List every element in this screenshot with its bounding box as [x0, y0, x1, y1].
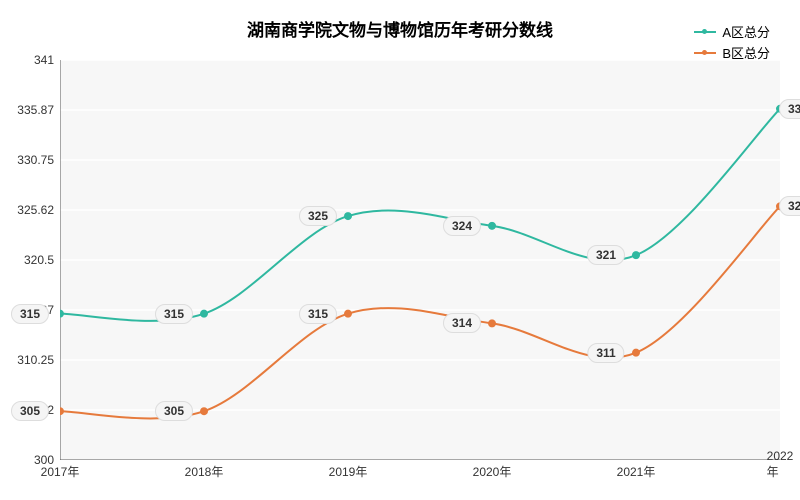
data-label: 336 — [779, 99, 800, 119]
data-label: 315 — [155, 304, 193, 324]
x-tick-label: 2019年 — [329, 463, 368, 480]
data-label: 321 — [587, 245, 625, 265]
legend-item-a: A区总分 — [694, 22, 770, 41]
legend: A区总分 B区总分 — [694, 22, 770, 64]
legend-label-a: A区总分 — [722, 22, 770, 41]
x-tick-label: 2017年 — [41, 463, 80, 480]
chart-title: 湖南商学院文物与博物馆历年考研分数线 — [0, 16, 800, 41]
plot-area: 300305.12310.25315.37320.5325.62330.7533… — [60, 60, 780, 460]
plot-svg — [60, 60, 780, 460]
y-tick-label: 310.25 — [17, 353, 54, 367]
legend-line-a — [694, 31, 716, 33]
x-tick-label: 2022年 — [767, 449, 794, 480]
legend-line-b — [694, 52, 716, 54]
data-label: 324 — [443, 216, 481, 236]
data-label: 305 — [11, 401, 49, 421]
y-tick-label: 320.5 — [24, 253, 54, 267]
y-tick-label: 330.75 — [17, 153, 54, 167]
data-label: 326 — [779, 196, 800, 216]
data-label: 311 — [587, 343, 624, 363]
data-label: 315 — [11, 304, 49, 324]
data-label: 315 — [299, 304, 337, 324]
data-label: 305 — [155, 401, 193, 421]
x-tick-label: 2018年 — [185, 463, 224, 480]
y-tick-label: 335.87 — [17, 103, 54, 117]
y-tick-label: 325.62 — [17, 203, 54, 217]
legend-dot-b — [702, 50, 707, 55]
x-tick-label: 2021年 — [617, 463, 656, 480]
y-tick-label: 341 — [34, 53, 54, 67]
chart-container: 湖南商学院文物与博物馆历年考研分数线 A区总分 B区总分 300305.1231… — [0, 0, 800, 500]
legend-dot-a — [702, 29, 707, 34]
data-label: 314 — [443, 313, 481, 333]
data-label: 325 — [299, 206, 337, 226]
x-tick-label: 2020年 — [473, 463, 512, 480]
